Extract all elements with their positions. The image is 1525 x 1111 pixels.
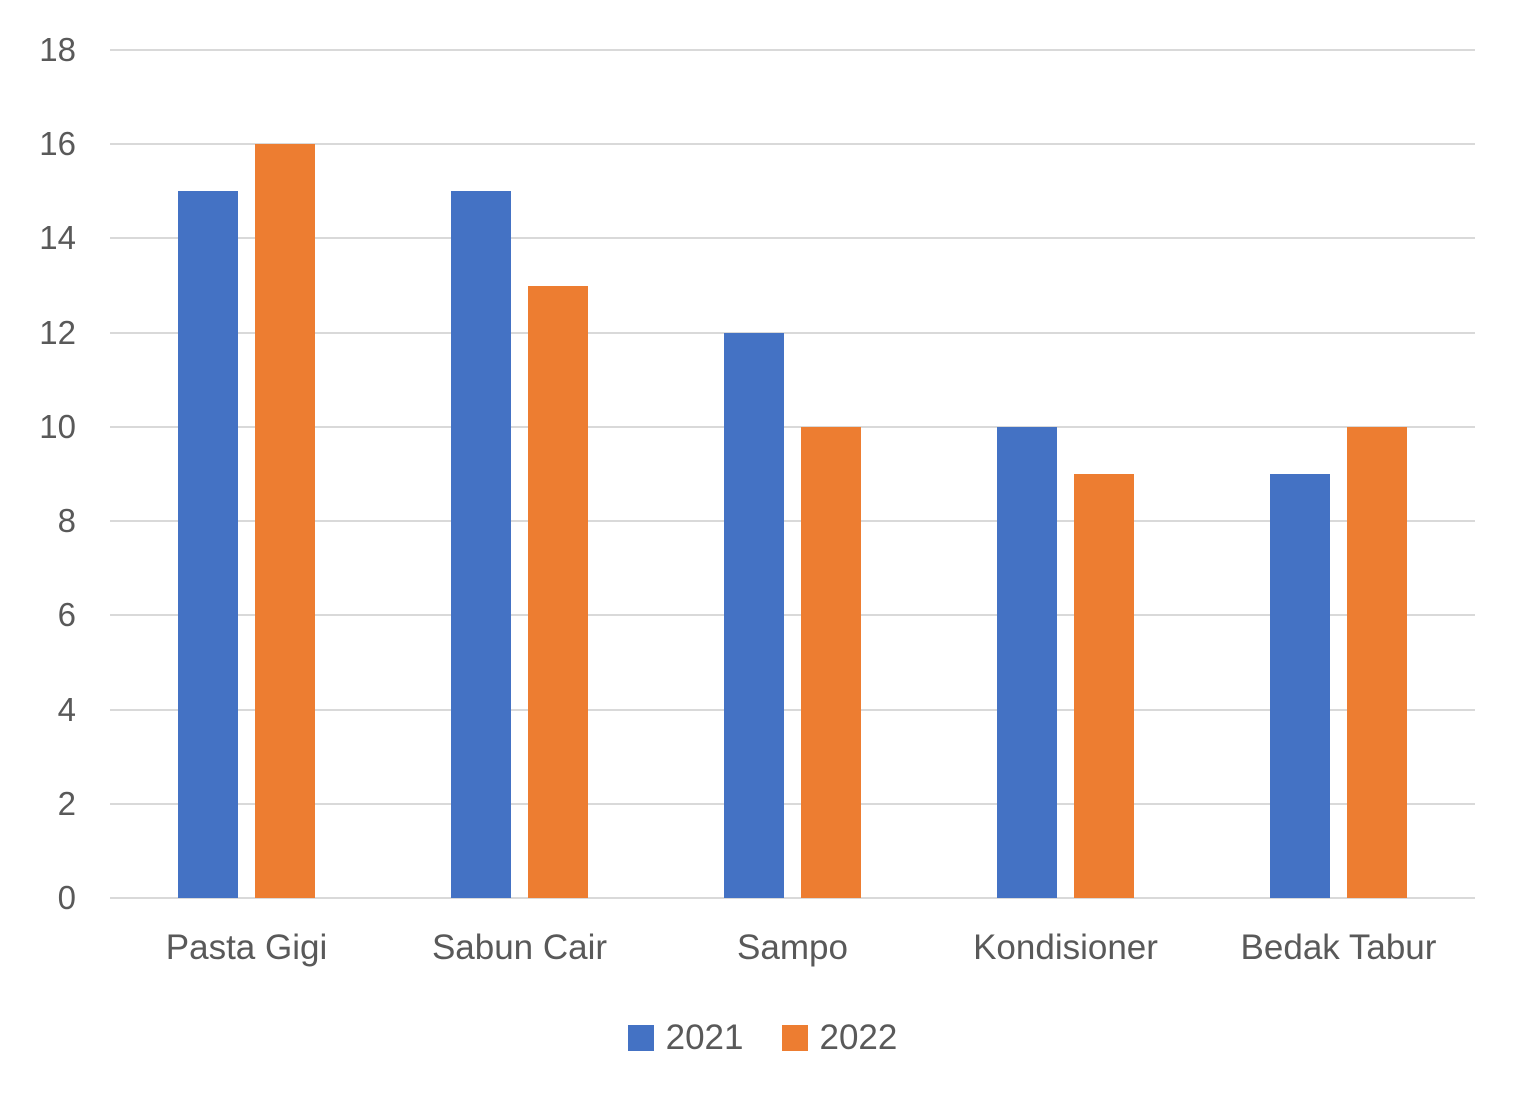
bar-group-sabun-cair [383,50,656,898]
gridlines [110,49,1475,899]
y-tick-label-8: 8 [57,502,76,540]
bars-container [110,50,1475,898]
gridline-8 [110,520,1475,523]
bar-2021-sabun-cair [451,191,511,898]
bar-2022-bedak-tabur [1347,426,1407,898]
gridline-18 [110,49,1475,51]
bar-group-pasta-gigi [110,50,383,898]
gridline-14 [110,237,1475,240]
x-axis-label-bedak-tabur: Bedak Tabur [1240,928,1437,967]
y-tick-label-16: 16 [39,125,76,163]
y-tick-label-14: 14 [39,219,76,257]
y-tick-label-6: 6 [57,596,76,634]
y-tick-label-12: 12 [39,313,76,351]
bar-2022-sabun-cair [528,285,588,898]
bar-2021-sampo [724,332,784,898]
gridline-2 [110,802,1475,805]
bar-group-bedak-tabur [1202,50,1475,898]
bar-2022-sampo [801,426,861,898]
gridline-4 [110,708,1475,711]
y-tick-label-4: 4 [57,690,76,728]
x-axis-label-pasta-gigi: Pasta Gigi [165,928,328,967]
bar-group-sampo [656,50,929,898]
y-tick-label-10: 10 [39,407,76,445]
bar-2021-bedak-tabur [1270,474,1330,898]
legend-label-2022: 2022 [819,1018,898,1057]
legend-label-2021: 2021 [665,1018,744,1057]
gridline-0 [110,897,1475,899]
gridline-12 [110,331,1475,334]
x-axis-label-sabun-cair: Sabun Cair [431,928,608,967]
y-tick-label-0: 0 [57,879,76,916]
y-axis-labels: 0 2 4 6 8 10 12 14 16 18 [0,31,76,916]
x-axis-label-sampo: Sampo [737,928,848,967]
gridline-10 [110,425,1475,428]
legend-item-2021: 2021 [627,1018,744,1058]
legend-item-2022: 2022 [781,1018,898,1058]
y-tick-label-18: 18 [39,31,76,68]
legend: 2021 2022 [0,1018,1525,1058]
legend-swatch-2022 [781,1025,808,1051]
plot-area [110,49,1475,899]
bar-2021-pasta-gigi [178,191,238,898]
gridline-6 [110,614,1475,617]
bar-2022-kondisioner [1074,474,1134,898]
bar-2022-pasta-gigi [255,144,315,898]
x-axis-label-kondisioner: Kondisioner [973,928,1158,967]
x-axis-labels: Pasta Gigi Sabun Cair Sampo Kondisioner Beda… [110,928,1475,968]
bar-group-kondisioner [929,50,1202,898]
legend-swatch-2021 [627,1025,654,1051]
y-tick-label-2: 2 [57,784,76,822]
bar-2021-kondisioner [997,426,1057,898]
gridline-16 [110,143,1475,146]
